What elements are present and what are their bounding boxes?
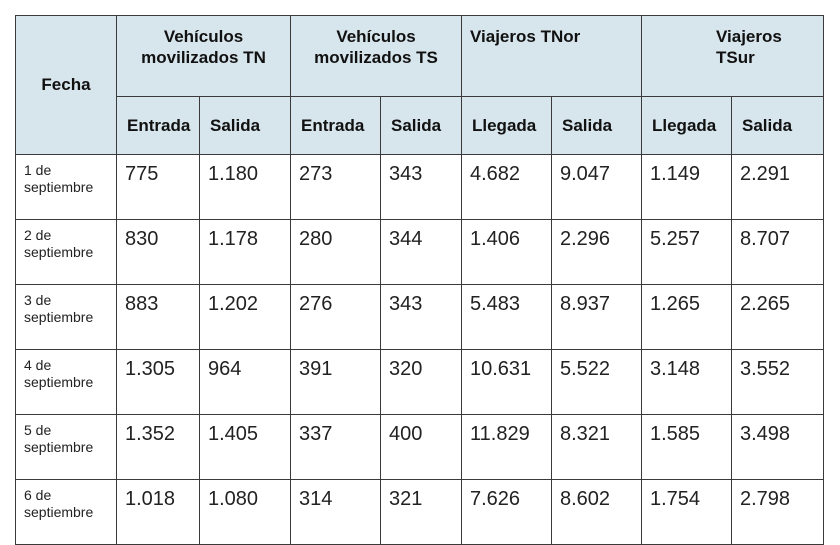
value-cell: 964: [199, 349, 291, 415]
value-cell: 2.265: [731, 284, 824, 350]
date-cell: 4 de septiembre: [15, 349, 117, 415]
value-cell: 3.552: [731, 349, 824, 415]
value-cell: 5.483: [461, 284, 552, 350]
value-cell: 5.257: [641, 219, 732, 285]
value-cell: 1.018: [116, 479, 200, 545]
value-cell: 8.602: [551, 479, 642, 545]
fecha-header: Fecha: [15, 15, 117, 155]
table-row: 6 de septiembre 1.018 1.080 314 321 7.626 8.60…: [15, 479, 824, 545]
group-header-tnor: Viajeros TNor: [461, 15, 642, 97]
value-cell: 5.522: [551, 349, 642, 415]
value-cell: 2.291: [731, 154, 824, 220]
group-header-tsur: Viajeros TSur: [641, 15, 824, 97]
value-cell: 1.178: [199, 219, 291, 285]
value-cell: 1.180: [199, 154, 291, 220]
value-cell: 1.305: [116, 349, 200, 415]
value-cell: 1.149: [641, 154, 732, 220]
value-cell: 337: [290, 414, 381, 480]
value-cell: 4.682: [461, 154, 552, 220]
value-cell: 321: [380, 479, 462, 545]
value-cell: 1.754: [641, 479, 732, 545]
value-cell: 1.585: [641, 414, 732, 480]
value-cell: 1.202: [199, 284, 291, 350]
date-cell: 1 de septiembre: [15, 154, 117, 220]
table-row: 3 de septiembre 883 1.202 276 343 5.483 8.937 1…: [15, 284, 824, 350]
subheader-row: Entrada Salida Entrada Salida Llegada Salida L…: [16, 96, 824, 155]
table-row: 1 de septiembre 775 1.180 273 343 4.682 9.047 1…: [15, 154, 824, 220]
column-header: Llegada: [461, 96, 552, 155]
date-cell: 6 de septiembre: [15, 479, 117, 545]
value-cell: 1.080: [199, 479, 291, 545]
date-cell: 5 de septiembre: [15, 414, 117, 480]
value-cell: 343: [380, 154, 462, 220]
value-cell: 10.631: [461, 349, 552, 415]
column-header: Salida: [551, 96, 642, 155]
column-header: Entrada: [116, 96, 200, 155]
value-cell: 775: [116, 154, 200, 220]
value-cell: 1.405: [199, 414, 291, 480]
date-cell: 2 de septiembre: [15, 219, 117, 285]
value-cell: 1.265: [641, 284, 732, 350]
value-cell: 8.707: [731, 219, 824, 285]
table-row: 2 de septiembre 830 1.178 280 344 1.406 2.296 5…: [15, 219, 824, 285]
value-cell: 830: [116, 219, 200, 285]
value-cell: 391: [290, 349, 381, 415]
date-cell: 3 de septiembre: [15, 284, 117, 350]
value-cell: 2.798: [731, 479, 824, 545]
value-cell: 314: [290, 479, 381, 545]
value-cell: 883: [116, 284, 200, 350]
value-cell: 400: [380, 414, 462, 480]
value-cell: 344: [380, 219, 462, 285]
value-cell: 8.937: [551, 284, 642, 350]
traffic-table-container: Fecha Vehículos movilizados TN Vehículos…: [15, 15, 824, 545]
column-header: Llegada: [641, 96, 732, 155]
column-header: Salida: [199, 96, 291, 155]
value-cell: 273: [290, 154, 381, 220]
table-body: 1 de septiembre 775 1.180 273 343 4.682 9.047 1…: [15, 154, 824, 545]
value-cell: 8.321: [551, 414, 642, 480]
value-cell: 320: [380, 349, 462, 415]
value-cell: 9.047: [551, 154, 642, 220]
value-cell: 3.148: [641, 349, 732, 415]
value-cell: 343: [380, 284, 462, 350]
value-cell: 1.406: [461, 219, 552, 285]
value-cell: 7.626: [461, 479, 552, 545]
group-header-row: Fecha Vehículos movilizados TN Vehículos…: [15, 15, 824, 155]
table-row: 5 de septiembre 1.352 1.405 337 400 11.829 8.3…: [15, 414, 824, 480]
column-header: Entrada: [290, 96, 381, 155]
value-cell: 1.352: [116, 414, 200, 480]
value-cell: 276: [290, 284, 381, 350]
group-header-ts: Vehículos movilizados TS: [290, 15, 462, 97]
group-header-tn: Vehículos movilizados TN: [116, 15, 291, 97]
traffic-table: Fecha Vehículos movilizados TN Vehículos…: [15, 15, 824, 545]
value-cell: 11.829: [461, 414, 552, 480]
table-row: 4 de septiembre 1.305 964 391 320 10.631 5.522…: [15, 349, 824, 415]
column-header: Salida: [380, 96, 462, 155]
column-header: Salida: [731, 96, 824, 155]
value-cell: 3.498: [731, 414, 824, 480]
value-cell: 280: [290, 219, 381, 285]
value-cell: 2.296: [551, 219, 642, 285]
